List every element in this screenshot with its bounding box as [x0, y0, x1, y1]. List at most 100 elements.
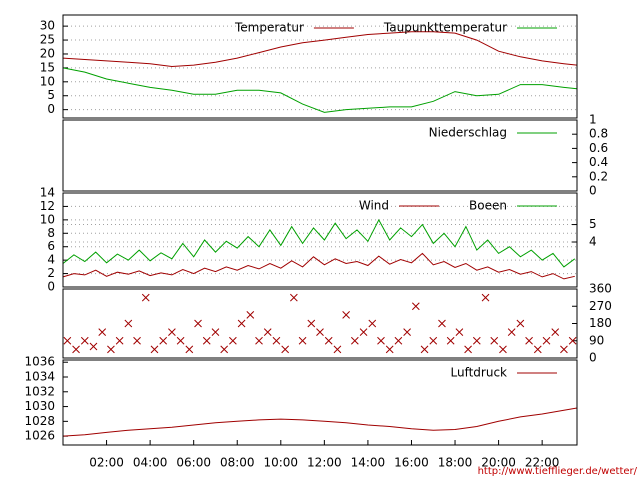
x-tick-label: 16:00 — [394, 456, 429, 470]
direction-point — [185, 345, 194, 354]
y-tick-label: 4 — [47, 253, 55, 267]
x-tick-label: 14:00 — [351, 456, 386, 470]
direction-point — [263, 328, 272, 336]
x-tick-label: 10:00 — [263, 456, 298, 470]
y-tick-label: 1036 — [24, 355, 55, 369]
direction-point — [98, 328, 107, 336]
y-tick-label: 0 — [47, 102, 55, 116]
footer-link: http://www.tiefflieger.de/wetter/ — [478, 466, 638, 477]
direction-point — [141, 293, 150, 302]
legend-label: Taupunkttemperatur — [383, 21, 507, 35]
direction-point — [411, 302, 420, 311]
y-tick-label: 0 — [589, 351, 597, 365]
x-tick-label: 22:00 — [525, 456, 560, 470]
x-tick-label: 12:00 — [307, 456, 342, 470]
direction-point — [525, 336, 533, 345]
direction-point — [159, 336, 168, 345]
direction-point — [446, 336, 455, 345]
series-line — [62, 31, 578, 68]
y-tick-label: 90 — [589, 333, 604, 347]
y-tick-label: 6 — [47, 239, 55, 253]
direction-point — [333, 345, 342, 354]
direction-point — [568, 336, 577, 345]
plot-frame — [62, 359, 578, 446]
x-tick-label: 08:00 — [220, 456, 255, 470]
y-tick-label: 0.2 — [589, 169, 608, 183]
direction-point — [176, 336, 185, 345]
direction-point — [72, 345, 80, 354]
y-tick-label: 10 — [40, 74, 55, 88]
y-tick-label: 0.6 — [589, 141, 608, 155]
direction-point — [377, 336, 385, 345]
direction-point — [80, 336, 89, 345]
y-tick-label: 1034 — [24, 370, 55, 384]
y-tick-label: 14 — [40, 186, 55, 200]
y-tick-label: 1026 — [24, 429, 55, 443]
series-line — [62, 67, 578, 113]
y-tick-label: 15 — [40, 60, 55, 74]
direction-point — [342, 311, 350, 319]
y2-tick-label: 5 — [589, 217, 597, 231]
x-tick-label: 06:00 — [176, 456, 211, 470]
direction-point — [403, 328, 411, 336]
direction-point — [124, 319, 133, 328]
direction-point — [490, 336, 499, 345]
direction-point — [499, 345, 507, 354]
direction-point — [551, 328, 560, 336]
direction-point — [202, 336, 211, 345]
y-tick-label: 30 — [40, 19, 55, 33]
legend-label: Wind — [359, 199, 389, 213]
direction-point — [194, 319, 202, 328]
plot-frame — [62, 192, 578, 288]
plot-frame — [62, 288, 578, 359]
x-tick-label: 20:00 — [481, 456, 516, 470]
legend-label: Niederschlag — [429, 126, 507, 140]
direction-point — [89, 342, 98, 351]
direction-point — [368, 319, 377, 328]
direction-point — [420, 345, 429, 354]
direction-point — [429, 336, 438, 345]
y-tick-label: 0.8 — [589, 127, 608, 141]
direction-point — [533, 345, 542, 354]
direction-point — [255, 336, 263, 345]
series-line — [62, 252, 575, 280]
direction-point — [229, 336, 237, 345]
y2-tick-label: 4 — [589, 235, 597, 249]
direction-point — [281, 345, 290, 354]
direction-point — [560, 345, 568, 354]
y-tick-label: 1030 — [24, 399, 55, 413]
direction-point — [324, 336, 333, 345]
y-tick-label: 270 — [589, 299, 612, 313]
y-tick-label: 10 — [40, 212, 55, 226]
plot-frame — [62, 14, 578, 119]
direction-point — [150, 345, 159, 354]
direction-point — [220, 345, 229, 354]
direction-point — [542, 336, 551, 345]
y-tick-label: 8 — [47, 226, 55, 240]
direction-point — [63, 336, 72, 345]
legend-label: Temperatur — [234, 21, 304, 35]
direction-point — [115, 336, 124, 345]
direction-point — [246, 311, 255, 319]
y-tick-label: 25 — [40, 33, 55, 47]
direction-point — [168, 328, 176, 336]
direction-point — [359, 328, 368, 336]
y-tick-label: 0 — [47, 280, 55, 294]
direction-point — [133, 336, 141, 345]
direction-point — [507, 328, 516, 336]
plot-frame — [62, 119, 578, 192]
direction-point — [464, 345, 472, 354]
direction-point — [394, 336, 403, 345]
y-tick-label: 180 — [589, 316, 612, 330]
direction-point — [438, 319, 446, 328]
x-tick-label: 02:00 — [89, 456, 124, 470]
direction-point — [316, 328, 324, 336]
direction-point — [516, 319, 525, 328]
direction-point — [385, 345, 394, 354]
direction-point — [298, 336, 307, 345]
y-tick-label: 0.4 — [589, 155, 608, 169]
y-tick-label: 1 — [589, 113, 597, 127]
y-tick-label: 1032 — [24, 384, 55, 398]
